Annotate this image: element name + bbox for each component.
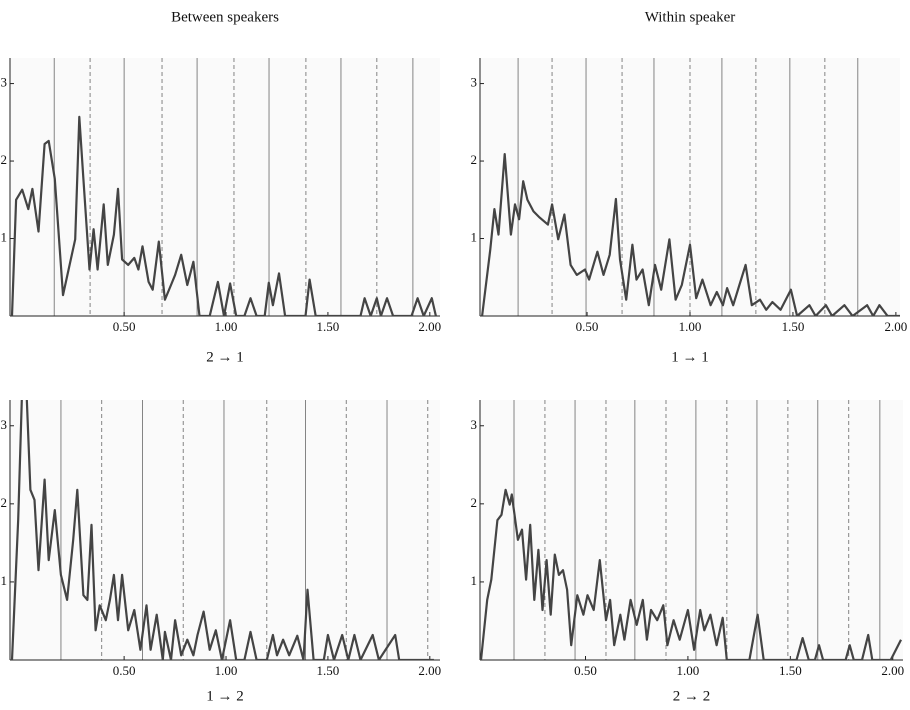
y-tick-label: 2 bbox=[471, 495, 478, 510]
x-tick-label: 1.50 bbox=[782, 319, 805, 334]
x-tick-label: 0.50 bbox=[113, 663, 136, 678]
plot-background bbox=[10, 400, 440, 660]
y-tick-label: 2 bbox=[1, 152, 8, 167]
x-tick-label: 2.00 bbox=[881, 663, 904, 678]
y-tick-label: 2 bbox=[471, 152, 478, 167]
y-tick-label: 1 bbox=[1, 230, 8, 245]
panel-caption: 2 → 1 bbox=[206, 349, 244, 365]
x-tick-label: 1.00 bbox=[215, 319, 238, 334]
data-line bbox=[481, 153, 900, 316]
panel: 1 2 3 0.50 1.00 1.50 2.00 2 → 2 bbox=[471, 400, 904, 704]
y-tick-label: 3 bbox=[1, 75, 8, 90]
plot-background bbox=[480, 400, 903, 660]
panel: 1 2 3 0.50 1.00 1.50 2.00 1 → 1 bbox=[471, 58, 908, 365]
x-tick-label: 2.00 bbox=[885, 319, 908, 334]
x-tick-label: 0.50 bbox=[113, 319, 136, 334]
x-tick-label: 1.00 bbox=[679, 319, 702, 334]
column-title: Between speakers bbox=[171, 9, 279, 25]
panel-caption: 2 → 2 bbox=[673, 688, 711, 704]
x-tick-label: 1.00 bbox=[677, 663, 700, 678]
panel-caption: 1 → 1 bbox=[671, 349, 709, 365]
x-tick-label: 1.50 bbox=[317, 663, 340, 678]
x-tick-label: 2.00 bbox=[418, 319, 441, 334]
x-tick-label: 2.00 bbox=[418, 663, 441, 678]
x-tick-label: 0.50 bbox=[576, 319, 599, 334]
y-tick-label: 1 bbox=[1, 573, 8, 588]
data-line bbox=[10, 115, 437, 316]
data-line bbox=[10, 400, 434, 660]
data-line bbox=[480, 488, 902, 660]
plot-background bbox=[10, 58, 440, 316]
y-tick-label: 3 bbox=[471, 417, 478, 432]
panel: 1 2 3 0.50 1.00 1.50 2.00 1 → 2 bbox=[1, 400, 441, 704]
x-tick-label: 1.00 bbox=[215, 663, 238, 678]
y-tick-label: 3 bbox=[471, 75, 478, 90]
column-title: Within speaker bbox=[645, 9, 736, 25]
y-tick-label: 1 bbox=[471, 573, 478, 588]
x-tick-label: 1.50 bbox=[317, 319, 340, 334]
y-tick-label: 2 bbox=[1, 495, 8, 510]
x-tick-label: 1.50 bbox=[779, 663, 802, 678]
x-tick-label: 0.50 bbox=[574, 663, 597, 678]
panel: 1 2 3 0.50 1.00 1.50 2.00 2 → 1 bbox=[1, 58, 441, 365]
y-tick-label: 3 bbox=[1, 417, 8, 432]
panel-caption: 1 → 2 bbox=[206, 688, 244, 704]
y-tick-label: 1 bbox=[471, 230, 478, 245]
